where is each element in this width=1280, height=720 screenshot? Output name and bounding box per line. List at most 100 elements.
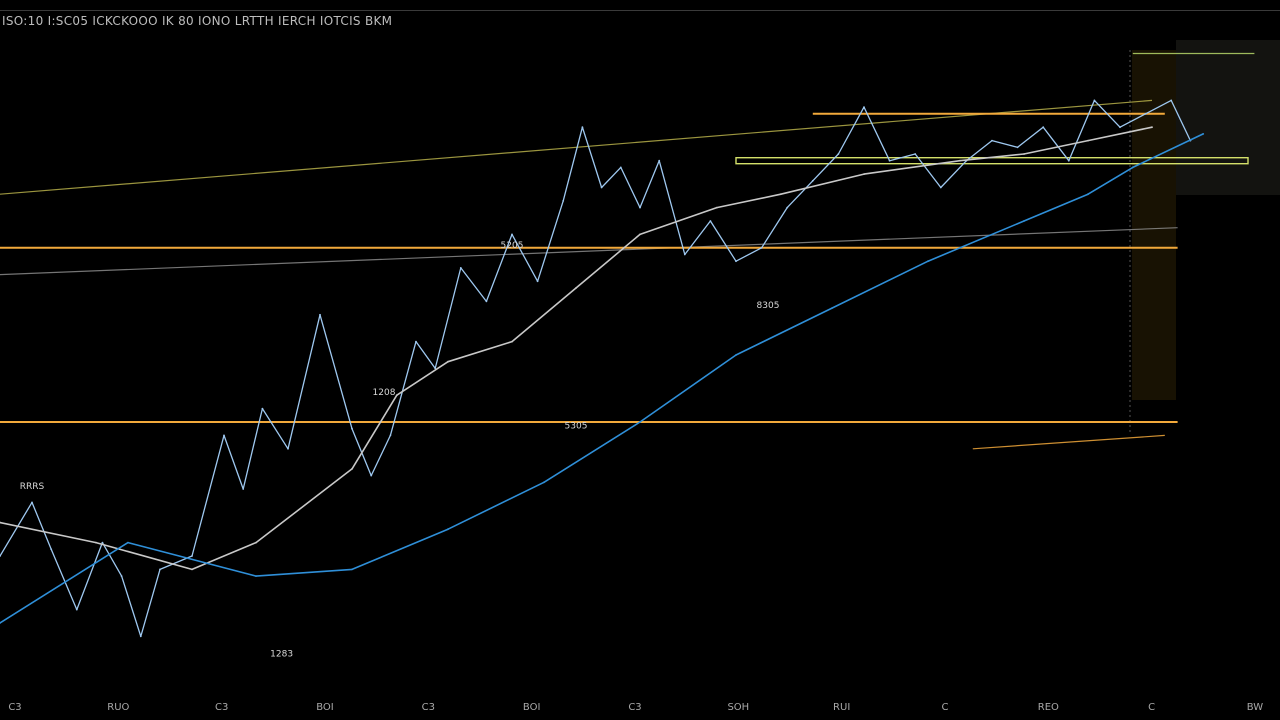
series-group [0,99,1205,638]
series-point-price-11 [261,407,264,410]
series-point-moving-average-slow-12 [1131,166,1134,169]
series-point-price-28 [658,159,661,162]
series-point-moving-average-slow-4 [447,528,449,531]
series-point-price-39 [939,186,942,189]
series-point-moving-average-slow-0 [0,622,1,624]
series-point-moving-average-fast-3 [255,541,257,544]
series-point-moving-average-fast-6 [447,360,449,363]
series-point-moving-average-slow-1 [127,541,129,544]
series-point-price-36 [863,106,865,108]
annotation-label: RRRS [20,482,45,492]
series-point-price-17 [415,340,417,343]
series-point-price-42 [1016,146,1019,149]
series-point-price-45 [1093,99,1096,102]
series-point-price-4 [101,541,104,544]
series-point-price-6 [139,635,142,638]
series-point-moving-average-slow-11 [1087,193,1089,196]
series-point-moving-average-slow-6 [639,421,641,423]
annotation-label: 5305 [565,422,588,432]
series-point-price-35 [837,153,840,155]
annotation-label: 1208 [373,388,396,398]
series-point-price-38 [914,153,917,155]
series-point-moving-average-slow-8 [831,307,833,309]
x-tick-label: BOI [523,702,541,713]
series-point-price-0 [0,555,1,557]
x-tick-label: C3 [8,702,21,713]
trendlines-group [0,52,1255,450]
series-line-price [0,99,1191,638]
series-point-price-19 [459,267,462,269]
series-point-moving-average-slow-13 [1202,133,1205,135]
x-tick-label: RUO [107,702,129,713]
series-point-moving-average-fast-10 [715,206,718,209]
series-point-price-31 [735,260,737,263]
chart-header-bar [0,0,1280,11]
series-point-price-8 [191,555,193,557]
series-point-price-26 [619,166,622,169]
series-point-price-33 [786,206,789,209]
series-point-price-3 [75,608,78,611]
series-point-moving-average-slow-7 [735,354,737,356]
series-point-price-23 [562,200,565,202]
series-point-price-37 [888,159,891,162]
series-point-price-44 [1067,159,1070,162]
series-point-moving-average-fast-15 [1087,139,1089,142]
series-point-price-27 [639,206,641,209]
chart-title: ISO:10 I:SC05 ICKCKOOO IK 80 IONO LRTTH … [2,14,393,28]
series-point-price-48 [1170,99,1173,102]
series-point-price-5 [120,575,123,577]
trendline-0 [0,99,1153,195]
trendline-1 [0,227,1178,276]
x-tick-label: SOH [727,702,749,713]
x-tick-label: REO [1038,702,1059,713]
series-line-moving-average-fast [0,126,1153,571]
series-point-price-24 [581,126,584,129]
series-point-moving-average-fast-14 [1023,153,1025,155]
series-point-price-7 [159,568,161,571]
series-point-moving-average-slow-10 [1023,220,1025,222]
x-tick-label: BW [1247,702,1264,713]
x-tick-label: C [1148,702,1155,713]
annotation-label: 1283 [270,650,293,660]
series-point-moving-average-fast-12 [863,173,865,176]
series-point-price-10 [242,488,245,490]
right-shade [1176,40,1280,195]
series-point-price-9 [223,434,225,437]
x-tick-label: C3 [628,702,641,713]
series-point-moving-average-fast-5 [395,394,398,397]
series-point-price-13 [319,313,321,316]
series-point-price-2 [50,548,53,551]
series-point-moving-average-fast-9 [639,233,641,236]
x-tick-label: C [942,702,949,713]
series-point-price-30 [709,220,712,222]
series-point-moving-average-fast-2 [191,568,193,571]
series-point-price-12 [287,447,289,450]
annotations-group: RRRS 1208 5205 5305 8305 1283 [20,241,780,660]
trendline-2 [972,434,1165,450]
series-line-moving-average-slow [0,133,1204,624]
forecast-zone [1132,50,1176,400]
series-point-moving-average-slow-2 [255,575,257,577]
series-point-price-29 [683,253,686,256]
series-point-price-47 [1144,112,1147,115]
series-point-price-15 [370,474,373,477]
x-tick-label: BOI [316,702,334,713]
x-tick-label: RUI [833,702,850,713]
levels-group [0,112,1249,423]
series-point-price-21 [511,233,513,236]
series-point-moving-average-fast-16 [1151,126,1153,129]
x-tick-label: C3 [422,702,435,713]
series-point-moving-average-slow-9 [927,260,929,263]
x-axis-ticks: C3 RUO C3 BOI C3 BOI C3 SOH RUI C REO C BW [8,702,1263,713]
annotation-label: 5205 [501,241,524,251]
series-point-moving-average-fast-13 [959,159,961,162]
series-point-price-34 [811,179,814,182]
series-point-moving-average-fast-1 [95,541,97,544]
series-point-price-14 [351,427,353,430]
series-point-moving-average-fast-0 [0,521,1,524]
series-point-price-41 [991,139,993,142]
series-point-moving-average-fast-4 [351,468,353,470]
series-point-moving-average-slow-5 [543,481,545,484]
series-point-price-22 [536,280,539,283]
